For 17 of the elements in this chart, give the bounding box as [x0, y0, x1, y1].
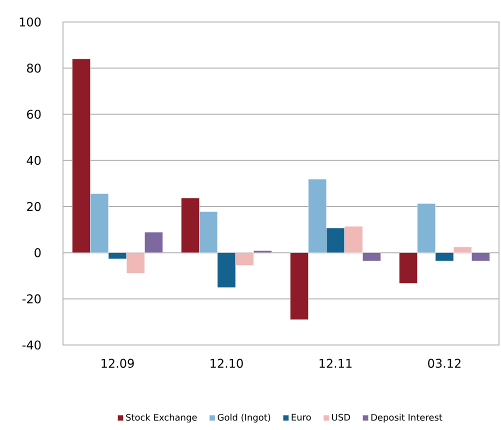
legend-label: Deposit Interest — [371, 414, 442, 422]
x-tick-label: 12.10 — [210, 358, 243, 368]
y-tick-label: -40 — [22, 340, 41, 350]
y-tick-label: 80 — [27, 64, 41, 73]
legend-label: Stock Exchange — [126, 414, 197, 422]
y-tick-label: 40 — [26, 156, 41, 165]
y-tick-label: 60 — [27, 110, 41, 119]
x-tick-label: 03.12 — [428, 358, 460, 368]
legend-label: Gold (Ingot) — [218, 414, 270, 422]
y-tick-label: 0 — [34, 248, 41, 258]
x-tick-label: 12.09 — [102, 358, 134, 368]
y-tick-label: 20 — [27, 202, 41, 212]
y-tick-label: 100 — [20, 17, 41, 27]
y-tick-label: -20 — [22, 294, 41, 304]
legend-label: Euro — [292, 414, 311, 421]
x-tick-label: 12.11 — [320, 358, 352, 368]
legend-label: USD — [332, 414, 350, 421]
